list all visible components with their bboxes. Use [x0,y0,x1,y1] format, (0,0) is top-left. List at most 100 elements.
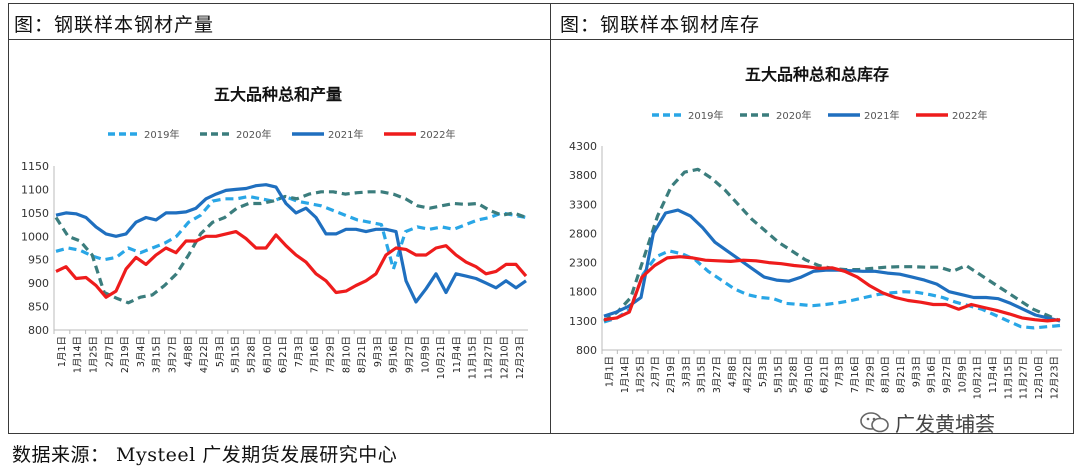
x-tick-label: 7月3日 [294,336,305,367]
x-tick-label: 10月9日 [420,336,431,373]
panel-divider [550,3,551,434]
y-tick-label: 950 [28,254,49,267]
x-tick-label: 9月27日 [942,356,953,393]
y-tick-label: 1150 [21,160,49,173]
x-tick-label: 3月3日 [681,356,692,387]
x-tick-label: 7月3日 [835,356,846,387]
x-tick-label: 1月14日 [620,356,631,393]
x-tick-label: 11月4日 [452,336,463,373]
legend-label-2020: 2020年 [236,128,271,141]
inventory-chart: 五大品种总和总库存 2019年 2020年 2021年 2022年 800 1300 1800… [569,65,1062,399]
x-tick-label: 1月25日 [89,336,100,373]
x-tick-label: 5月3日 [215,336,226,367]
x-tick-label: 2月19日 [120,336,131,373]
x-tick-label: 11月4日 [988,356,999,393]
source-note: 数据来源： Mysteel 广发期货发展研究中心 [12,444,398,466]
y-tick-label: 850 [28,301,49,314]
x-tick-label: 5月28日 [247,336,258,373]
x-tick-label: 3月27日 [168,336,179,373]
production-chart: 五大品种总和产量 2019年 2020年 2021年 2022年 800 850 900 950… [21,85,528,379]
y-tick-label: 1050 [21,207,49,220]
figure-frame [8,3,1074,434]
series-line-2021 [55,183,527,304]
x-tick-label: 9月16日 [389,336,400,373]
y-tick-label: 1000 [21,230,49,243]
x-tick-label: 12月10日 [499,336,510,379]
x-tick-label: 7月29日 [326,336,337,373]
x-tick-label: 2月7日 [651,356,662,387]
x-tick-label: 3月15日 [152,336,163,373]
series-line-2022 [55,230,528,299]
y-tick-label: 3300 [569,198,597,211]
legend-label-2022: 2022年 [952,109,987,122]
x-tick-label: 7月16日 [310,336,321,373]
x-tick-label: 11月27日 [484,336,495,379]
x-tick-label: 1月25日 [635,356,646,393]
x-tick-label: 1月1日 [57,336,68,367]
y-tick-label: 1800 [569,286,597,299]
x-tick-label: 6月10日 [804,356,815,393]
x-tick-label: 5月15日 [231,336,242,373]
x-tick-label: 8月10日 [341,336,352,373]
x-tick-label: 1月14日 [73,336,84,373]
x-tick-label: 3月4日 [136,336,147,367]
legend-label-2020: 2020年 [776,109,811,122]
series-line-2022 [603,255,1061,323]
y-tick-label: 800 [28,324,49,337]
x-tick-label: 9月3日 [373,336,384,367]
y-tick-label: 1100 [21,183,49,196]
x-tick-label: 7月29日 [865,356,876,393]
legend-label-2021: 2021年 [328,128,363,141]
x-tick-label: 4月22日 [743,356,754,393]
x-tick-label: 11月15日 [468,336,479,379]
x-tick-label: 2月7日 [104,336,115,367]
x-tick-label: 6月10日 [262,336,273,373]
legend-label-2019: 2019年 [688,109,723,122]
x-tick-label: 5月28日 [789,356,800,393]
y-tick-label: 2800 [569,227,597,240]
series-line-2021 [603,208,1061,323]
x-tick-label: 4月22日 [199,336,210,373]
y-tick-label: 2300 [569,257,597,270]
legend-label-2022: 2022年 [420,128,455,141]
x-tick-label: 6月21日 [819,356,830,393]
header-rule [8,39,1074,40]
x-tick-label: 5月3日 [758,356,769,387]
x-tick-label: 11月27日 [1019,356,1030,399]
right-panel-label: 图：钢联样本钢材库存 [560,14,761,36]
series-line-2020 [54,190,527,305]
x-tick-label: 10月9日 [957,356,968,393]
watermark: 广发黄埔荟 [895,412,995,436]
x-tick-label: 8月10日 [881,356,892,393]
x-tick-label: 7月16日 [850,356,861,393]
x-tick-label: 12月10日 [1034,356,1045,399]
legend-label-2019: 2019年 [144,128,179,141]
x-tick-label: 8月21日 [357,336,368,373]
x-tick-label: 9月27日 [405,336,416,373]
y-tick-label: 800 [576,344,597,357]
wechat-icon [860,412,889,433]
x-tick-label: 8月21日 [896,356,907,393]
x-tick-label: 10月21日 [436,336,447,379]
chart-title: 五大品种总和产量 [214,85,342,104]
x-tick-label: 5月15日 [773,356,784,393]
x-tick-label: 12月23日 [515,336,526,379]
y-tick-label: 900 [28,277,49,290]
x-tick-label: 12月23日 [1049,356,1060,399]
chart-title: 五大品种总和总库存 [745,65,889,84]
x-tick-label: 3月27日 [712,356,723,393]
y-tick-label: 1300 [569,315,597,328]
x-tick-label: 10月21日 [973,356,984,399]
x-tick-label: 9月3日 [911,356,922,387]
y-tick-label: 4300 [569,140,597,153]
x-tick-label: 11月15日 [1003,356,1014,399]
x-tick-label: 3月15日 [697,356,708,393]
x-tick-label: 4月8日 [727,356,738,387]
x-tick-label: 6月21日 [278,336,289,373]
x-tick-label: 1月1日 [605,356,616,387]
x-tick-label: 9月16日 [927,356,938,393]
series-line-2019 [603,249,1061,330]
left-panel-label: 图：钢联样本钢材产量 [14,14,215,36]
y-tick-label: 3800 [569,169,597,182]
x-tick-label: 2月19日 [666,356,677,393]
